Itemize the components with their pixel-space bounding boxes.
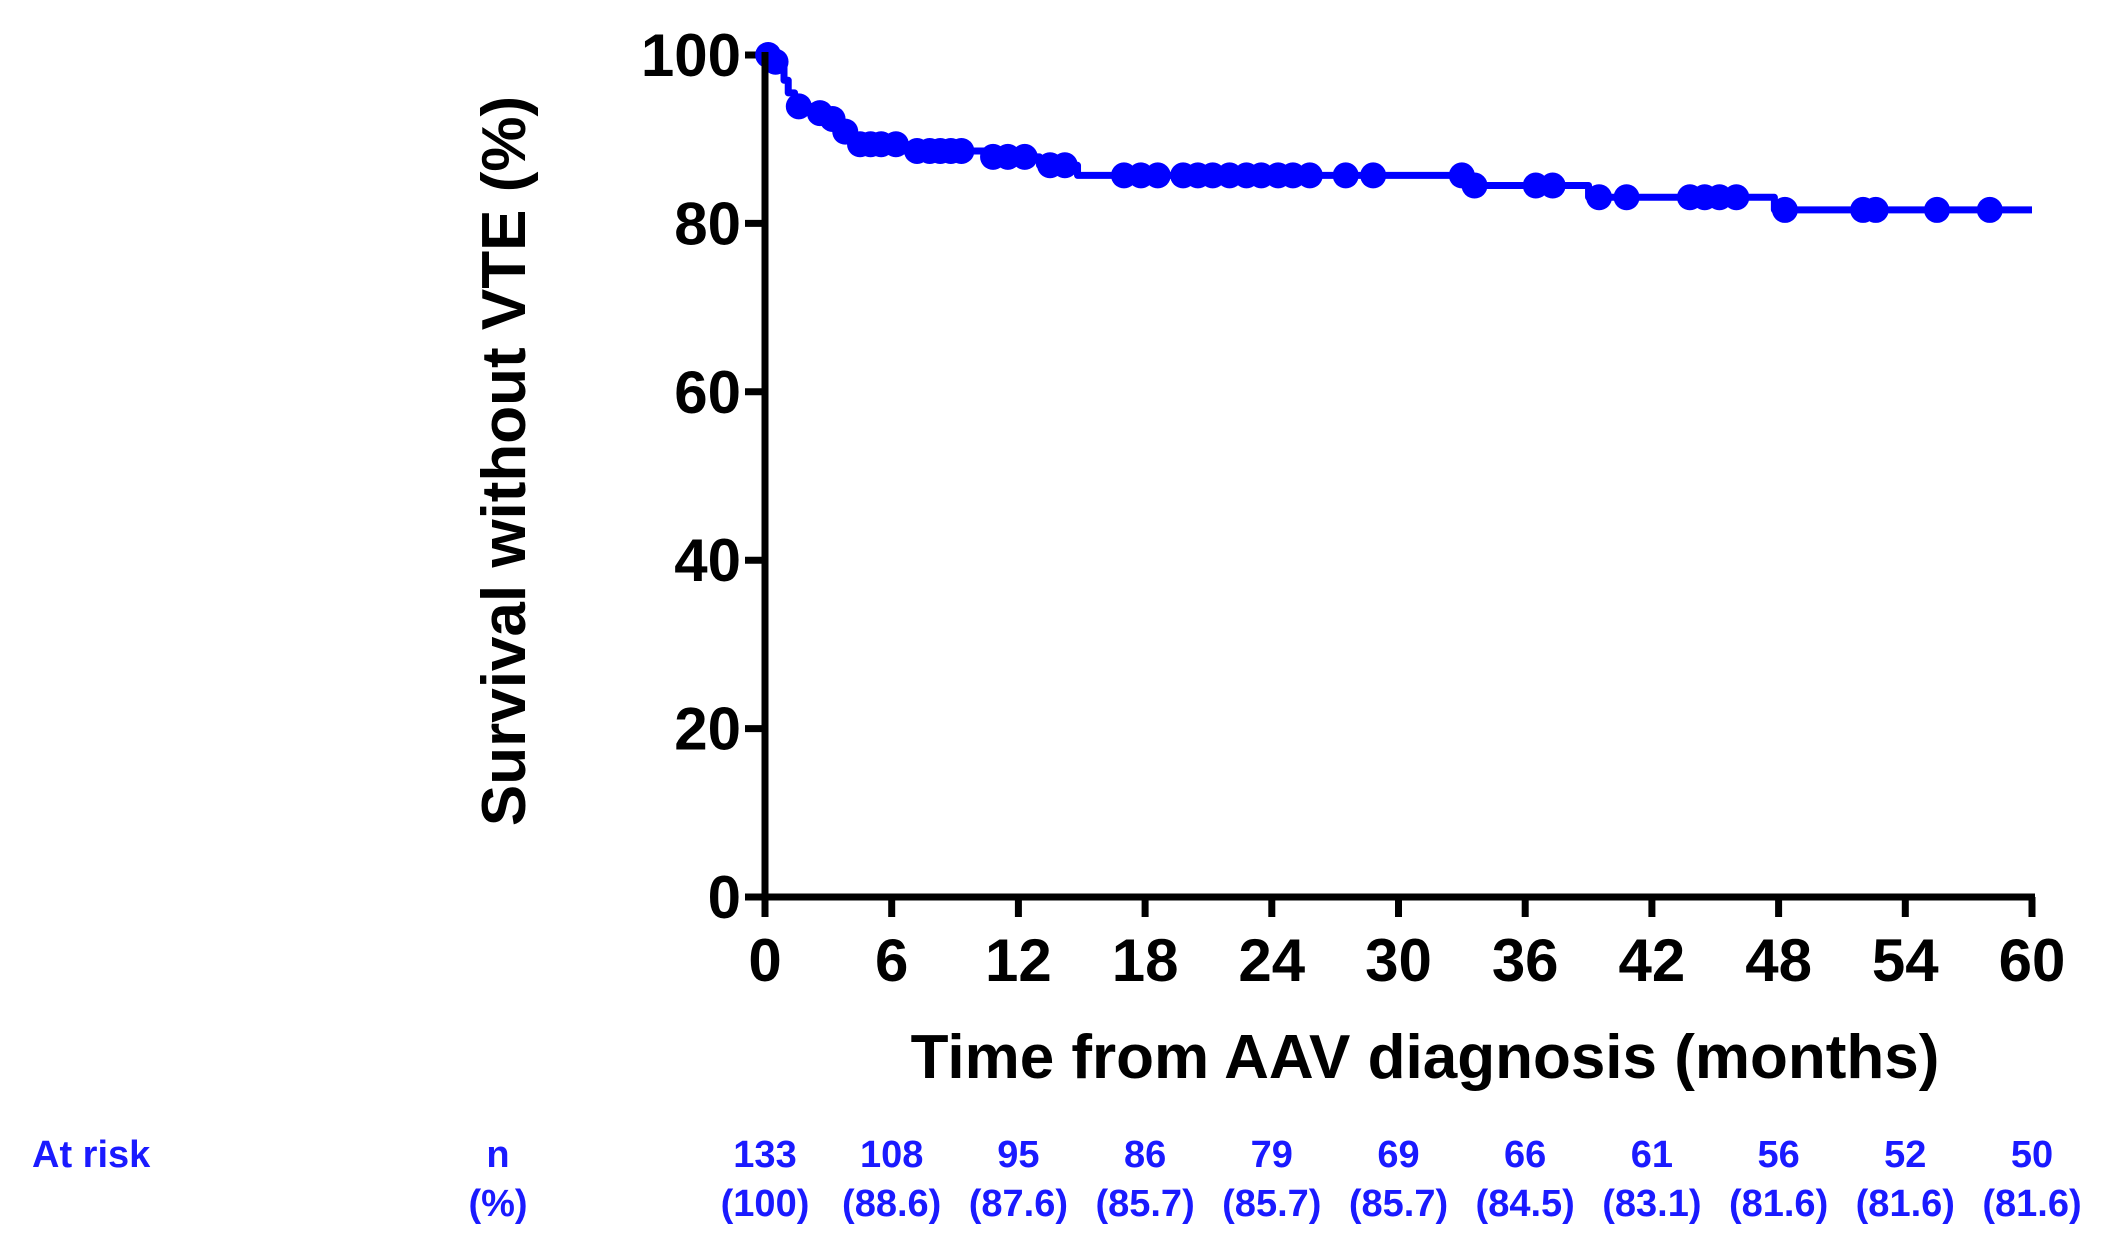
censor-mark	[1586, 184, 1613, 211]
at-risk-percent: (85.7)	[1222, 1183, 1321, 1225]
censor-mark	[1613, 184, 1640, 211]
at-risk-percent: (100)	[721, 1183, 810, 1225]
censor-mark	[1771, 196, 1798, 223]
at-risk-percent: (88.6)	[842, 1183, 941, 1225]
censor-mark	[1332, 162, 1359, 189]
x-tick-label: 42	[1619, 927, 1686, 994]
at-risk-n-header: n	[486, 1134, 509, 1176]
at-risk-count: 69	[1377, 1134, 1419, 1176]
y-tick-label: 80	[674, 190, 741, 257]
at-risk-percent: (85.7)	[1349, 1183, 1448, 1225]
y-tick-label: 0	[708, 864, 741, 931]
at-risk-percent: (81.6)	[1982, 1183, 2081, 1225]
at-risk-count: 86	[1124, 1134, 1166, 1176]
censor-mark	[882, 131, 909, 158]
at-risk-label: At risk	[32, 1134, 151, 1176]
x-tick-label: 6	[875, 927, 908, 994]
at-risk-percent: (81.6)	[1856, 1183, 1955, 1225]
x-tick-label: 60	[1999, 927, 2066, 994]
at-risk-count: 95	[997, 1134, 1039, 1176]
at-risk-count: 52	[1884, 1134, 1926, 1176]
y-tick-label: 100	[641, 22, 741, 89]
x-tick-label: 18	[1112, 927, 1179, 994]
x-tick-label: 0	[748, 927, 781, 994]
censor-mark	[948, 137, 975, 164]
at-risk-percent: (85.7)	[1095, 1183, 1194, 1225]
at-risk-count: 56	[1757, 1134, 1799, 1176]
at-risk-pct-header: (%)	[468, 1183, 527, 1225]
at-risk-count: 108	[860, 1134, 923, 1176]
censor-mark	[785, 93, 812, 120]
censor-mark	[762, 48, 789, 75]
at-risk-count: 79	[1251, 1134, 1293, 1176]
y-axis-ticks: 0 20 40 60 80 100	[641, 22, 765, 931]
x-tick-label: 54	[1872, 927, 1939, 994]
x-axis-ticks: 0 6 12 18 24 30 36 42 48 54 60	[748, 897, 2065, 994]
censor-mark	[1723, 184, 1750, 211]
censor-mark	[1461, 172, 1488, 199]
at-risk-table: At risk n (%) 133 (100) 108 (88.6) 95 (87.6) 8…	[32, 1134, 2082, 1225]
y-tick-label: 40	[674, 527, 741, 594]
survival-curve	[765, 51, 2032, 214]
y-tick-label: 60	[674, 359, 741, 426]
censor-mark	[1360, 162, 1387, 189]
x-tick-label: 24	[1238, 927, 1305, 994]
x-tick-label: 36	[1492, 927, 1559, 994]
y-tick-label: 20	[674, 696, 741, 763]
at-risk-percent: (84.5)	[1476, 1183, 1575, 1225]
series-layer	[755, 42, 2032, 223]
censor-mark	[1296, 162, 1323, 189]
x-tick-label: 30	[1365, 927, 1432, 994]
censor-mark	[1051, 152, 1078, 179]
x-axis-title: Time from AAV diagnosis (months)	[911, 1023, 1940, 1092]
at-risk-percent: (81.6)	[1729, 1183, 1828, 1225]
censor-mark	[1539, 172, 1566, 199]
censor-mark	[1976, 196, 2003, 223]
at-risk-percent: (87.6)	[969, 1183, 1068, 1225]
censor-mark	[1144, 162, 1171, 189]
at-risk-count: 50	[2011, 1134, 2053, 1176]
censor-mark	[1011, 143, 1038, 170]
y-axis-title: Survival without VTE (%)	[470, 96, 539, 826]
censor-mark	[1923, 196, 1950, 223]
at-risk-count: 133	[733, 1134, 796, 1176]
at-risk-percent: (83.1)	[1602, 1183, 1701, 1225]
at-risk-count: 66	[1504, 1134, 1546, 1176]
at-risk-count: 61	[1631, 1134, 1673, 1176]
censor-mark	[1862, 196, 1889, 223]
x-tick-label: 48	[1745, 927, 1812, 994]
x-tick-label: 12	[985, 927, 1052, 994]
